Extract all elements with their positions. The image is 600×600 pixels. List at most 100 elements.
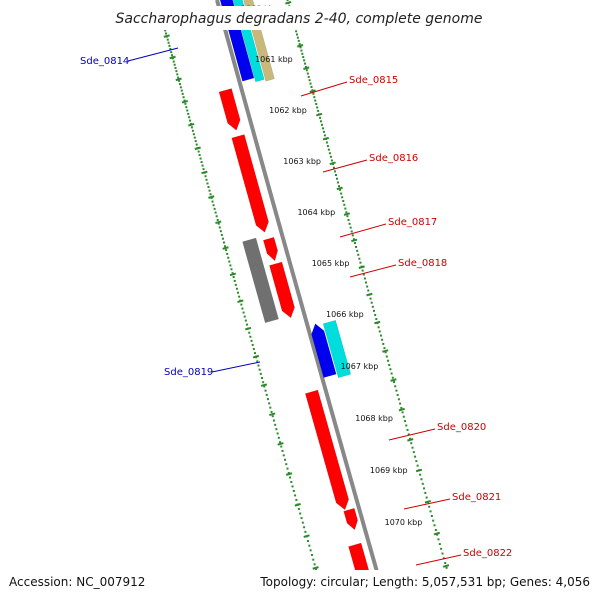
inner-track-dot xyxy=(396,393,399,396)
inner-track-dot xyxy=(304,62,307,65)
inner-track-dot xyxy=(320,123,323,126)
cyan-feature-0819 xyxy=(322,319,352,379)
inner-track-dash xyxy=(336,186,343,191)
inner-track-dot xyxy=(314,99,317,102)
inner-track-dash xyxy=(285,0,292,5)
outer-track-dot xyxy=(192,133,195,136)
inner-track-dot xyxy=(390,372,393,375)
outer-track-dash xyxy=(252,354,260,359)
outer-track-dot xyxy=(170,51,173,54)
gene-label-sde-0816: Sde_0816 xyxy=(369,153,418,164)
outer-track-dot xyxy=(280,445,283,448)
outer-track-dot xyxy=(253,352,256,355)
outer-track-dot xyxy=(291,485,294,488)
inner-track-dot xyxy=(332,166,335,169)
gene-sde-0817 xyxy=(262,236,278,262)
outer-track-dash xyxy=(285,472,293,476)
outer-track-dot xyxy=(207,186,210,189)
gene-sde-0821 xyxy=(343,507,358,531)
outer-track-dot xyxy=(231,272,234,275)
inner-track-dash xyxy=(303,66,310,70)
outer-track-dot xyxy=(164,29,167,32)
outer-track-dot xyxy=(215,215,218,218)
outer-track-dot xyxy=(258,368,261,371)
inner-track-dash xyxy=(316,112,323,117)
outer-track-dot xyxy=(285,463,288,466)
outer-track-dot xyxy=(266,398,269,401)
gene-label-sde-0818: Sde_0818 xyxy=(398,258,447,269)
footer-backdrop xyxy=(0,570,600,600)
outer-track-dot xyxy=(304,530,307,533)
outer-track-dot xyxy=(238,295,241,298)
inner-track-dot xyxy=(423,487,426,490)
outer-track-dot xyxy=(301,521,304,524)
leader-sde-0814 xyxy=(127,47,179,62)
outer-track-dash xyxy=(244,326,252,331)
inner-track-dot xyxy=(436,533,439,536)
tick-label-1065-kbp: 1065 kbp xyxy=(312,259,350,268)
inner-track-dot xyxy=(387,359,390,362)
outer-track-dot xyxy=(297,507,300,510)
outer-track-dot xyxy=(179,86,182,89)
inner-track-dot xyxy=(419,473,422,476)
outer-track-dot xyxy=(284,458,287,461)
outer-track-dot xyxy=(299,512,302,515)
outer-track-dot xyxy=(234,283,237,286)
gray-feature-lower xyxy=(249,262,279,324)
inner-track-dot xyxy=(409,437,412,440)
inner-track-dot xyxy=(371,305,374,308)
outer-track-dot xyxy=(228,260,231,263)
inner-track-dash xyxy=(382,349,389,353)
outer-track-dot xyxy=(206,182,209,185)
inner-track-dot xyxy=(312,92,315,95)
gene-label-sde-0814: Sde_0814 xyxy=(80,56,129,67)
outer-track-dot xyxy=(241,307,244,310)
inner-track-dot xyxy=(347,218,350,221)
inner-track-dot xyxy=(300,49,303,52)
inner-track-dot xyxy=(295,30,298,33)
inner-track-dot xyxy=(316,106,319,109)
inner-track-dot xyxy=(302,56,305,59)
outer-track-dot xyxy=(227,256,230,259)
inner-track-dot xyxy=(445,566,448,569)
outer-track-dot xyxy=(312,558,315,561)
outer-track-dot xyxy=(186,109,189,112)
outer-track-dot xyxy=(265,393,268,396)
inner-track-dot xyxy=(377,326,380,329)
inner-track-dash xyxy=(407,438,414,442)
inner-track-dot xyxy=(405,424,408,427)
inner-track-dot xyxy=(357,253,360,256)
inner-track-dot xyxy=(297,39,300,42)
inner-track-dot xyxy=(351,234,354,237)
inner-track-dot xyxy=(335,177,338,180)
outer-track-dot xyxy=(256,360,259,363)
inner-track-dash xyxy=(296,44,304,48)
tick-label-1064-kbp: 1064 kbp xyxy=(297,208,335,217)
outer-track-dot xyxy=(282,454,285,457)
outer-track-dot xyxy=(165,32,168,35)
outer-track-dot xyxy=(232,276,235,279)
inner-track-dot xyxy=(346,215,349,218)
inner-track-dot xyxy=(326,145,329,148)
outer-track-dash xyxy=(260,383,268,387)
inner-track-dot xyxy=(410,442,413,445)
inner-track-dot xyxy=(385,355,388,358)
gene-label-sde-0821: Sde_0821 xyxy=(452,492,501,503)
outer-track-dot xyxy=(194,140,197,143)
inner-track-dot xyxy=(420,478,423,481)
gene-sde-0819 xyxy=(311,323,337,378)
inner-track-dot xyxy=(313,96,316,99)
inner-track-dot xyxy=(352,238,355,241)
outer-track-dot xyxy=(171,54,174,57)
outer-track-dot xyxy=(212,204,215,207)
inner-track-dot xyxy=(425,496,428,499)
outer-track-dot xyxy=(279,441,282,444)
inner-track-dot xyxy=(339,188,342,191)
inner-track-dot xyxy=(338,185,341,188)
inner-track-dot xyxy=(442,557,445,560)
outer-track-dot xyxy=(314,568,317,571)
outer-track-dot xyxy=(167,41,170,44)
outer-track-dot xyxy=(271,415,274,418)
outer-track-dot xyxy=(308,544,311,547)
inner-track-dot xyxy=(323,134,326,137)
